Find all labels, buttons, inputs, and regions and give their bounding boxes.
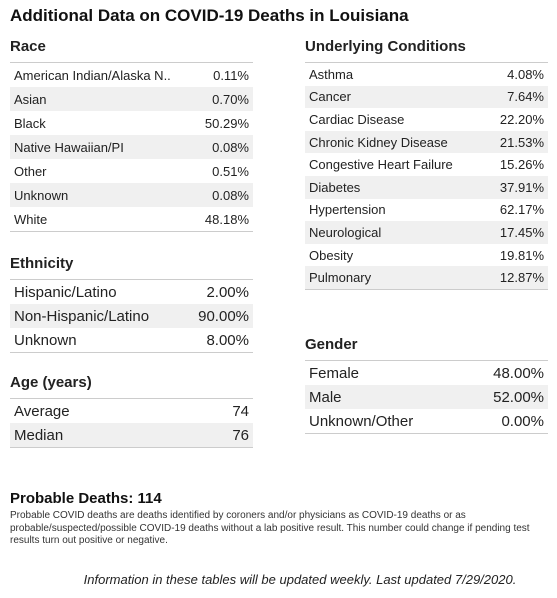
probable-note: Probable COVID deaths are deaths identif… [10,510,530,546]
row-value: 52.00% [493,388,544,406]
row-label: Unknown/Other [309,412,414,430]
row-label: American Indian/Alaska N.. [14,67,171,83]
rows: Average 74 Median 76 [10,398,253,448]
row-value: 48.18% [204,211,249,227]
ethnicity-table: Ethnicity Hispanic/Latino 2.00% Non-Hispani… [10,255,253,353]
table-row: Unknown 8.00% [10,328,253,352]
row-label: Unknown [14,331,77,349]
section-title: Gender [305,336,358,353]
row-value: 17.45% [499,224,544,240]
row-value: 90.00% [198,307,249,325]
table-row: Cardiac Disease 22.20% [305,108,548,131]
table-row: Native Hawaiian/PI 0.08% [10,135,253,159]
table-row: Diabetes 37.91% [305,175,548,199]
row-value: 74 [232,402,249,420]
row-label: Black [14,115,46,131]
page-title: Additional Data on COVID-19 Deaths in Lo… [10,6,409,25]
row-value: 12.87% [499,270,544,286]
table-row: Neurological 17.45% [305,221,548,244]
row-label: Hypertension [309,202,386,218]
row-label: White [14,211,48,227]
race-table: Race American Indian/Alaska N.. 0.11% Asian… [10,38,253,232]
row-value: 2.00% [206,283,249,301]
row-label: Congestive Heart Failure [309,157,453,173]
row-label: Average [14,402,70,420]
row-value: 22.20% [499,111,544,127]
table-row: Obesity 19.81% [305,244,548,267]
table-row: Black 50.29% [10,111,253,135]
row-label: Female [309,364,360,382]
row-value: 37.91% [499,179,544,195]
row-value: 62.17% [499,202,544,218]
table-row: Pulmonary 12.87% [305,266,548,289]
conditions-table: Underlying Conditions Asthma 4.08% Cancer 7.… [305,38,548,290]
row-label: Median [14,426,64,444]
row-value: 21.53% [499,134,544,150]
row-value: 50.29% [204,115,249,131]
row-value: 0.08% [212,139,249,155]
row-label: Cancer [309,89,351,105]
row-label: Non-Hispanic/Latino [14,307,150,325]
row-value: 7.64% [507,89,544,105]
row-label: Chronic Kidney Disease [309,134,448,150]
table-row: Average 74 [10,399,253,423]
table-row: Chronic Kidney Disease 21.53% [305,130,548,154]
rows: American Indian/Alaska N.. 0.11% Asian 0.70… [10,62,253,232]
table-row: Median 76 [10,423,253,447]
section-title: Race [10,38,46,55]
table-row: Hispanic/Latino 2.00% [10,280,253,304]
row-value: 4.08% [507,66,544,82]
row-label: Hispanic/Latino [14,283,117,301]
table-row: Female 48.00% [305,361,548,385]
footer-note: Information in these tables will be upda… [83,572,517,587]
row-value: 76 [232,426,249,444]
table-row: Congestive Heart Failure 15.26% [305,153,548,176]
table-row: Asthma 4.08% [305,63,548,86]
table-row: White 48.18% [10,207,253,231]
table-row: Male 52.00% [305,385,548,409]
row-value: 0.70% [212,91,249,107]
row-value: 0.11% [213,67,249,83]
row-label: Asthma [309,66,354,82]
table-row: Unknown/Other 0.00% [305,409,548,433]
probable-title: Probable Deaths: 114 [10,490,162,507]
row-label: Male [309,388,342,406]
row-value: 0.08% [212,187,249,203]
table-row: Other 0.51% [10,159,253,183]
rows: Female 48.00% Male 52.00% Unknown/Other 0.00% [305,360,548,434]
row-label: Other [14,163,47,179]
row-value: 0.00% [501,412,544,430]
age-table: Age (years) Average 74 Median 76 [10,374,253,448]
row-label: Unknown [14,187,69,203]
table-row: Hypertension 62.17% [305,199,548,222]
row-value: 15.26% [499,157,544,173]
section-title: Ethnicity [10,255,74,272]
table-row: Cancer 7.64% [305,85,548,109]
section-title: Age (years) [10,374,92,391]
table-row: Unknown 0.08% [10,183,253,207]
row-value: 8.00% [206,331,249,349]
row-label: Native Hawaiian/PI [14,139,124,155]
table-row: Asian 0.70% [10,87,253,111]
row-label: Pulmonary [309,270,372,286]
table-row: American Indian/Alaska N.. 0.11% [10,63,253,87]
row-value: 19.81% [499,247,544,263]
gender-table: Gender Female 48.00% Male 52.00% Unknown/Othe… [305,336,548,434]
row-label: Obesity [309,247,354,263]
row-value: 0.51% [212,163,249,179]
row-value: 48.00% [493,364,544,382]
row-label: Cardiac Disease [309,111,405,127]
section-title: Underlying Conditions [305,38,466,55]
rows: Hispanic/Latino 2.00% Non-Hispanic/Latino 9… [10,279,253,353]
table-row: Non-Hispanic/Latino 90.00% [10,304,253,328]
row-label: Diabetes [309,179,361,195]
rows: Asthma 4.08% Cancer 7.64% Cardiac Disease 22.… [305,62,548,290]
row-label: Neurological [309,224,382,240]
row-label: Asian [14,91,47,107]
